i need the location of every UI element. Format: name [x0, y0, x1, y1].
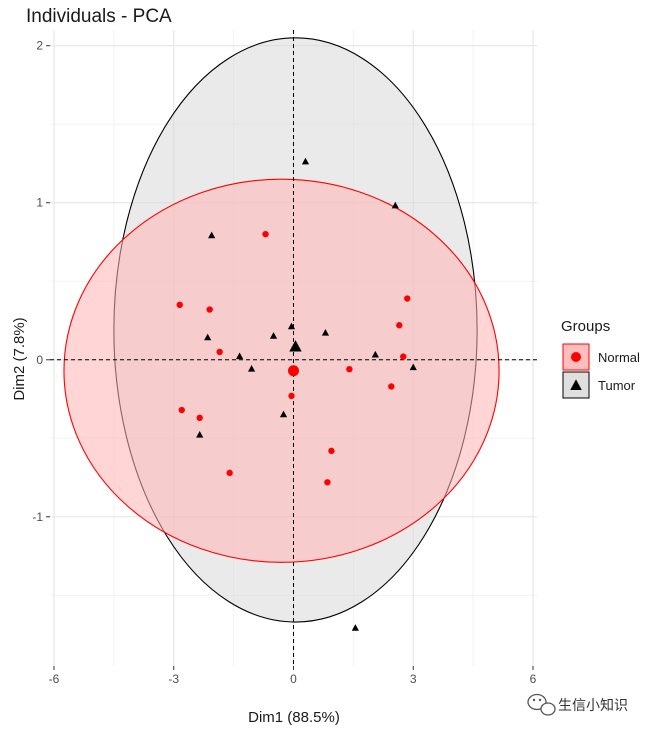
point-normal — [388, 383, 395, 390]
point-tumor — [351, 624, 359, 631]
legend-item-tumor: Tumor — [562, 371, 636, 399]
legend-marker-tumor — [570, 379, 582, 391]
point-tumor — [371, 350, 379, 358]
point-normal — [400, 353, 407, 360]
point-normal — [216, 348, 223, 356]
point-tumor — [269, 332, 278, 339]
y-tick-label: 2 — [36, 39, 43, 53]
point-normal — [226, 469, 233, 477]
point-tumor — [409, 363, 417, 371]
x-tick-label: 6 — [530, 672, 537, 686]
ellipse-normal — [63, 178, 500, 563]
point-tumor — [208, 231, 216, 239]
chart-title: Individuals - PCA — [26, 6, 172, 27]
point-tumor — [204, 333, 212, 341]
point-normal — [196, 414, 203, 422]
watermark-text: 生信小知识 — [558, 697, 628, 714]
point-normal — [396, 322, 403, 329]
x-tick-label: -3 — [168, 672, 179, 686]
legend-item-normal: Normal — [562, 343, 640, 371]
y-tick-label: 1 — [36, 196, 43, 210]
point-tumor — [391, 201, 399, 209]
centroid-tumor — [289, 340, 302, 352]
point-tumor — [287, 322, 296, 330]
point-normal — [324, 479, 331, 486]
legend-label-normal: Normal — [598, 350, 640, 365]
point-normal — [328, 447, 335, 455]
wechat-icon — [527, 693, 556, 716]
point-tumor — [236, 352, 244, 360]
point-normal — [206, 306, 213, 313]
confidence-ellipses — [63, 37, 500, 623]
point-normal — [176, 301, 183, 309]
y-tick-label: 0 — [36, 353, 43, 367]
legend: Groups Normal Tumor — [561, 318, 640, 399]
point-normal — [288, 392, 295, 400]
legend-label-tumor: Tumor — [598, 378, 636, 393]
legend-title: Groups — [561, 318, 610, 335]
y-axis-title: Dim2 (7.8%) — [11, 317, 28, 400]
centroid-normal — [288, 365, 299, 377]
point-tumor — [301, 157, 310, 165]
x-axis-ticks: -6 -3 0 3 6 — [49, 666, 537, 686]
point-tumor — [321, 328, 330, 336]
y-tick-label: -1 — [32, 510, 43, 524]
x-tick-label: 3 — [410, 672, 417, 686]
point-tumor — [196, 431, 204, 438]
point-tumor — [247, 365, 256, 372]
legend-marker-normal — [571, 352, 581, 362]
watermark: 生信小知识 — [527, 693, 628, 716]
x-tick-label: 0 — [290, 672, 297, 686]
point-tumor — [279, 410, 288, 418]
y-axis-ticks: -1 0 1 2 — [32, 39, 50, 524]
point-normal — [346, 366, 353, 373]
data-points — [176, 157, 417, 631]
x-tick-label: -6 — [49, 672, 60, 686]
group-centroids — [288, 340, 302, 377]
point-normal — [404, 295, 411, 302]
point-normal — [178, 406, 185, 414]
point-normal — [262, 230, 269, 238]
x-axis-title: Dim1 (88.5%) — [248, 709, 340, 726]
